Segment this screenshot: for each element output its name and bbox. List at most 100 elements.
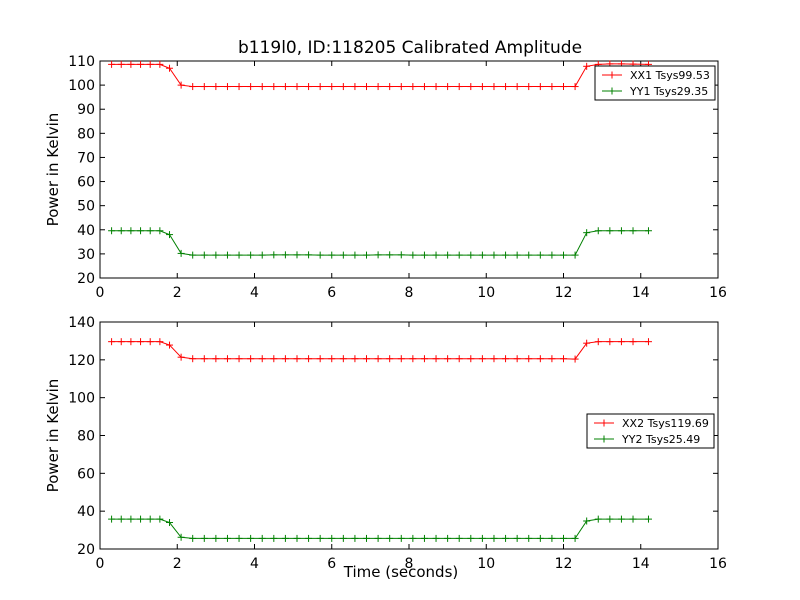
y-tick-label: 40	[77, 504, 95, 520]
data-point	[177, 249, 185, 257]
data-point	[571, 534, 579, 542]
legend-box: XX2 Tsys119.69 YY2 Tsys25.49	[586, 413, 715, 449]
data-point	[166, 64, 174, 72]
data-point	[137, 60, 145, 68]
data-point	[281, 83, 289, 91]
data-point	[594, 515, 602, 523]
y-tick-label: 80	[77, 126, 95, 142]
data-point	[137, 515, 145, 523]
data-point	[467, 83, 475, 91]
data-point	[502, 534, 510, 542]
data-point	[467, 534, 475, 542]
data-point	[548, 251, 556, 259]
data-point	[409, 355, 417, 363]
data-point	[525, 355, 533, 363]
x-tick-label: 10	[477, 556, 495, 572]
data-point	[513, 355, 521, 363]
data-point	[316, 355, 324, 363]
data-point	[490, 355, 498, 363]
data-point	[328, 534, 336, 542]
data-point	[146, 227, 154, 235]
data-point	[127, 338, 135, 346]
data-point	[513, 251, 521, 259]
data-point	[270, 83, 278, 91]
data-point	[363, 251, 371, 259]
data-point	[363, 83, 371, 91]
data-point	[363, 355, 371, 363]
data-point	[200, 83, 208, 91]
data-point	[374, 83, 382, 91]
data-point	[351, 355, 359, 363]
data-point	[444, 251, 452, 259]
data-point	[583, 517, 591, 525]
bottom-plot-layer: 0 2 4 6 8 10 12 14 16 20 40 60 80 100 120 140 Power in K…	[44, 315, 727, 581]
y-tick-label: 70	[77, 150, 95, 166]
x-tick-label: 16	[709, 285, 727, 301]
data-point	[189, 83, 197, 91]
data-point	[156, 515, 164, 523]
data-point	[560, 534, 567, 542]
data-point	[189, 534, 197, 542]
legend-label: YY1 Tsys29.35	[629, 85, 708, 98]
data-point	[444, 355, 452, 363]
data-point	[166, 231, 174, 239]
data-point	[305, 251, 313, 259]
data-point	[339, 83, 347, 91]
data-point	[189, 251, 197, 259]
data-point	[146, 338, 154, 346]
data-point	[247, 534, 255, 542]
data-point	[583, 62, 591, 70]
data-point	[212, 534, 220, 542]
y-tick-label: 110	[68, 54, 95, 70]
y-axis-label: Power in Kelvin	[44, 379, 62, 493]
data-point	[490, 534, 498, 542]
data-point	[316, 251, 324, 259]
data-point	[386, 251, 394, 259]
data-point	[502, 355, 510, 363]
x-tick-label: 8	[405, 556, 414, 572]
data-point	[247, 83, 255, 91]
legend-label: YY2 Tsys25.49	[621, 433, 700, 446]
data-point	[397, 83, 405, 91]
y-tick-label: 20	[77, 542, 95, 558]
data-point	[644, 338, 652, 346]
legend-frame	[594, 65, 716, 101]
data-point	[478, 83, 486, 91]
data-point	[420, 83, 428, 91]
data-point	[467, 251, 475, 259]
data-point	[293, 534, 301, 542]
data-point	[629, 338, 637, 346]
x-tick-label: 14	[632, 285, 650, 301]
data-point	[432, 251, 440, 259]
data-point	[548, 355, 556, 363]
data-point	[117, 515, 125, 523]
data-point	[571, 355, 579, 363]
data-point	[281, 355, 289, 363]
y-tick-label: 140	[68, 315, 95, 331]
data-point	[108, 515, 116, 523]
y-axis-label: Power in Kelvin	[44, 113, 62, 227]
data-point	[235, 355, 243, 363]
top-plot-panel: 0 2 4 6 8 10 12 14 16 20 30 40 50 60 70 80 90 100 110 Power…	[44, 54, 727, 301]
data-point	[420, 534, 428, 542]
data-point	[235, 83, 243, 91]
x-tick-label: 4	[250, 285, 259, 301]
x-tick-label: 6	[327, 556, 336, 572]
data-point	[617, 515, 625, 523]
y-tick-label: 60	[77, 466, 95, 482]
y-tick-label: 40	[77, 223, 95, 239]
data-point	[617, 227, 625, 235]
legend-box: XX1 Tsys99.53 YY1 Tsys29.35	[594, 65, 716, 101]
x-tick-label: 10	[477, 285, 495, 301]
data-point	[397, 355, 405, 363]
x-tick-label: 2	[173, 285, 182, 301]
data-point	[156, 338, 164, 346]
data-point	[513, 83, 521, 91]
data-point	[305, 83, 313, 91]
data-point	[397, 534, 405, 542]
y-tick-label: 120	[68, 353, 95, 369]
data-point	[339, 251, 347, 259]
data-point	[374, 534, 382, 542]
data-point	[166, 519, 174, 527]
x-tick-label: 16	[709, 556, 727, 572]
